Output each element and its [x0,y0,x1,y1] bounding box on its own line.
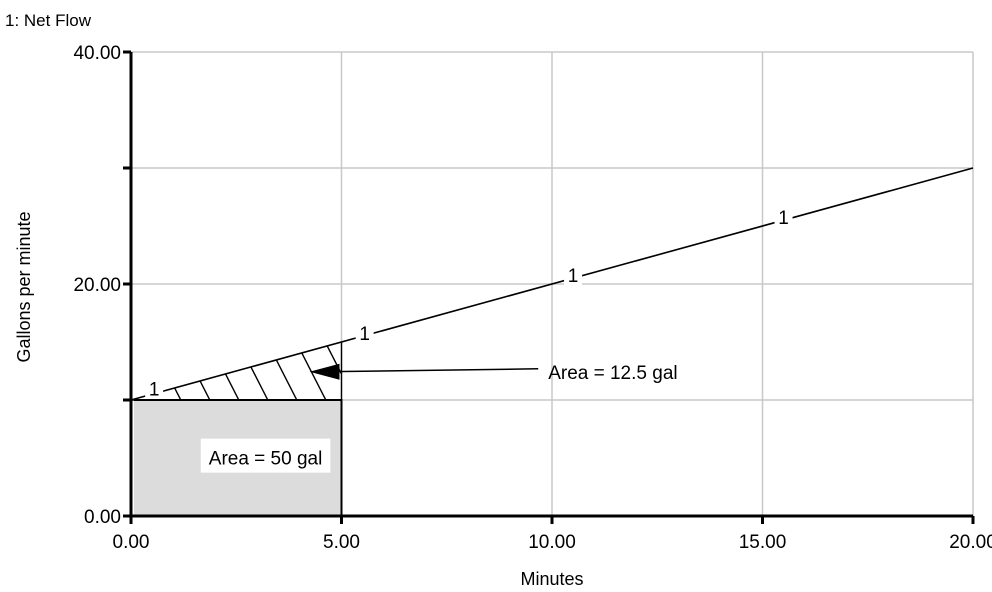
x-tick-label-1: 5.00 [323,532,360,553]
rect-area-label: Area = 50 gal [209,449,323,470]
x-axis-label: Minutes [520,569,583,589]
series-marker-0: 1 [149,380,160,401]
area-arrow-line [323,368,539,373]
series-marker-1: 1 [359,324,370,345]
axis-layer [123,50,975,524]
series-marker-bg-2 [564,265,583,286]
x-tick-label-2: 10.00 [528,532,576,553]
y-tick-label-2: 20.00 [73,275,121,296]
y-tick-label-0: 0.00 [84,507,121,528]
series-marker-bg-1 [355,323,374,344]
x-tick-label-0: 0.00 [113,532,150,553]
triangle-area-label: Area = 12.5 gal [548,363,677,384]
series-marker-2: 1 [568,266,579,287]
area-arrow-head [309,363,340,380]
rect-label-background [200,438,331,473]
chart-title: 1: Net Flow [5,11,92,30]
y-tick-label-4: 40.00 [73,43,121,64]
triangle-outline [131,342,343,401]
x-tick-label-4: 20.00 [949,532,992,553]
x-tick-label-3: 15.00 [739,532,787,553]
area-layer [130,342,539,517]
series-layer: 1 1 1 1 [130,167,974,401]
series-marker-bg-0 [145,378,164,399]
series-line-1 [130,167,974,401]
series-marker-bg-3 [774,207,793,228]
y-axis-label: Gallons per minute [14,211,34,362]
series-marker-3: 1 [778,208,789,229]
